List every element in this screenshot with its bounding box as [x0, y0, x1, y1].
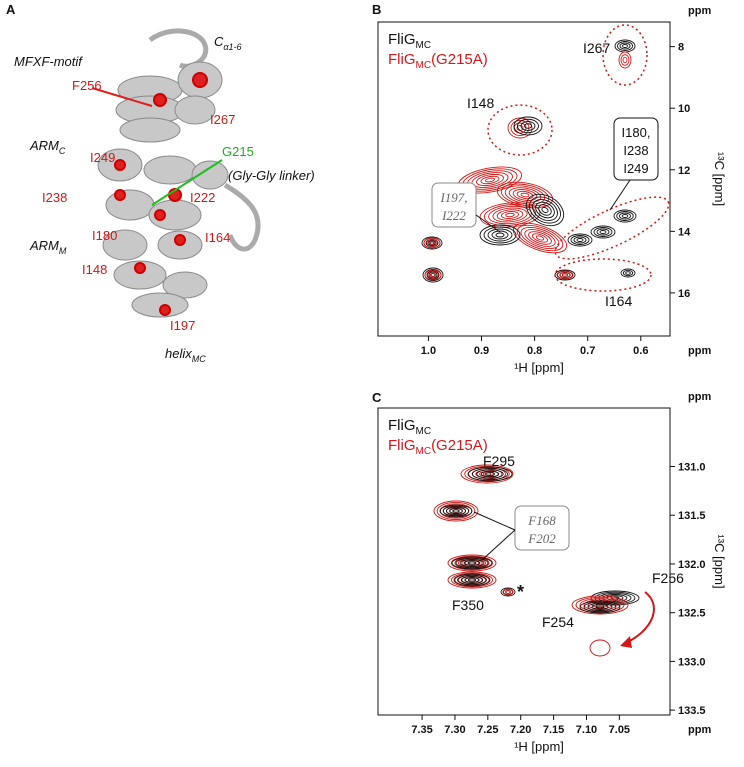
panel-label: C: [372, 390, 382, 405]
y-tick-label: 16: [678, 288, 690, 300]
y-tick-label: 12: [678, 165, 690, 177]
unit-label: ppm: [688, 391, 711, 403]
y-tick-label: 133.5: [678, 705, 706, 717]
legend-entry: FliGMC(G215A): [388, 51, 488, 71]
x-tick-label: 0.6: [633, 345, 648, 357]
asterisk: *: [517, 582, 524, 602]
residue-label: I148: [82, 262, 107, 277]
legend-entry: FliGMC(G215A): [388, 437, 488, 457]
y-tick-label: 133.0: [678, 656, 706, 668]
callout-text: I249: [623, 161, 648, 176]
callout-line: [609, 179, 631, 211]
x-tick-label: 0.9: [474, 345, 489, 357]
y-tick-label: 131.5: [678, 510, 706, 522]
motif-label: MFXF-motif: [14, 54, 83, 69]
unit-label: ppm: [688, 724, 711, 736]
unit-label: ppm: [688, 5, 711, 17]
y-tick-label: 10: [678, 103, 690, 115]
callout-text: I180,: [622, 125, 651, 140]
peak-label: I148: [467, 95, 494, 111]
callout-text: I197,: [439, 190, 467, 205]
x-axis-label: ¹H [ppm]: [514, 739, 564, 754]
x-tick-label: 7.15: [543, 724, 564, 736]
y-tick-label: 132.0: [678, 559, 706, 571]
x-tick-label: 0.7: [580, 345, 595, 357]
legend-entry: FliGMC: [388, 417, 431, 437]
y-tick-label: 14: [678, 226, 691, 238]
callout-box: [613, 117, 659, 181]
x-tick-label: 1.0: [421, 345, 436, 357]
x-axis-label: ¹H [ppm]: [514, 360, 564, 375]
protein-structure: [97, 28, 261, 318]
residue-label: F256: [72, 78, 102, 93]
x-tick-label: 0.8: [527, 345, 542, 357]
domain-label: ARMM: [29, 238, 67, 256]
linker-residue: G215: [222, 144, 254, 159]
callout-text: I238: [623, 143, 648, 158]
residue-label: I238: [42, 190, 67, 205]
residue-label: I197: [170, 318, 195, 333]
linker-label: (Gly-Gly linker): [228, 168, 315, 183]
peak-label: I267: [583, 40, 610, 56]
residue-label: I249: [90, 150, 115, 165]
residue-label: I180: [92, 228, 117, 243]
callout-text: F168: [527, 513, 556, 528]
x-tick-label: 7.20: [510, 724, 531, 736]
x-tick-label: 7.30: [444, 724, 465, 736]
callout-line: [475, 214, 501, 233]
shift-arrow: [621, 591, 655, 646]
residue-label: I267: [210, 112, 235, 127]
callout-box: [431, 182, 477, 228]
peak-label: I164: [605, 293, 632, 309]
arrow-head: [620, 636, 632, 648]
residue-label: I164: [205, 230, 230, 245]
callout-line: [481, 529, 516, 561]
legend-entry: FliGMC: [388, 31, 431, 51]
x-tick-label: 7.10: [576, 724, 597, 736]
y-axis-label: ¹³C [ppm]: [712, 534, 727, 588]
peak-label: F350: [452, 597, 484, 613]
domain-label: helixMC: [165, 346, 206, 364]
plot-frame: [377, 407, 671, 716]
residue-label: I222: [190, 190, 215, 205]
side-chains: [114, 72, 208, 316]
panel-label: A: [6, 2, 16, 17]
x-tick-label: 7.25: [477, 724, 498, 736]
callout-text: F202: [527, 531, 556, 546]
x-tick-label: 7.35: [411, 724, 432, 736]
domain-label: ARMC: [29, 138, 66, 156]
y-tick-label: 132.5: [678, 608, 706, 620]
callout-line: [473, 511, 516, 531]
panel-label: B: [372, 2, 381, 17]
domain-label: Cα1-6: [214, 34, 242, 52]
callout-text: I222: [441, 208, 466, 223]
plot-frame: [377, 21, 671, 337]
arrow: [91, 87, 153, 107]
y-axis-label: ¹³C [ppm]: [712, 152, 727, 206]
y-tick-label: 8: [678, 42, 684, 54]
peak-label: F295: [483, 453, 515, 469]
arrow: [151, 159, 223, 206]
unit-label: ppm: [688, 345, 711, 357]
y-tick-label: 131.0: [678, 461, 706, 473]
x-tick-label: 7.05: [609, 724, 630, 736]
callout-box: [514, 505, 570, 551]
peak-label: F254: [542, 614, 574, 630]
peak-label: F256: [652, 570, 684, 586]
